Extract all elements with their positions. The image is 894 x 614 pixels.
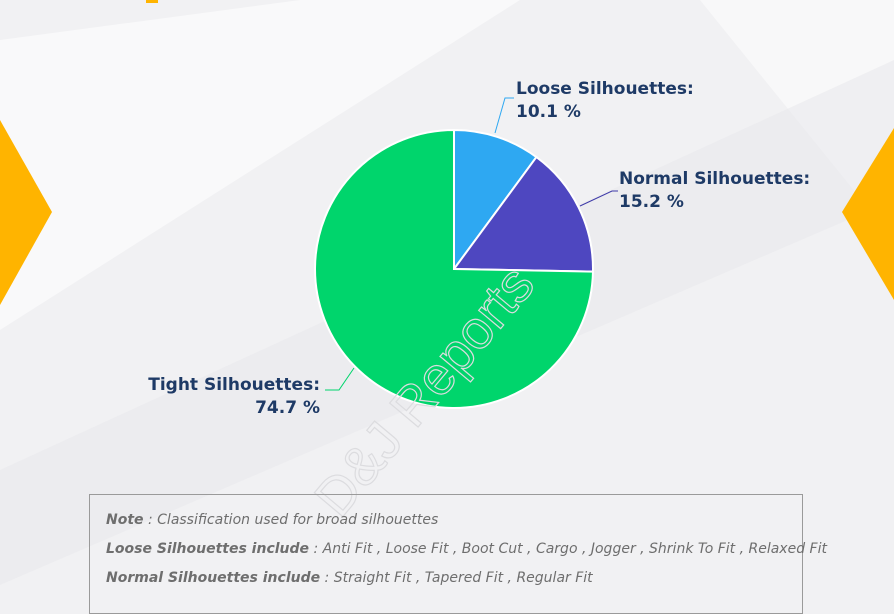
note-box: Note : Classification used for broad sil… — [89, 494, 827, 614]
pie-slice-2 — [452, 155, 594, 273]
note-line-normal: Normal Silhouettes include : Straight Fi… — [106, 569, 786, 587]
slice-value-3: 74.7 % — [255, 398, 320, 418]
slice-label-3: Tight Silhouettes: — [148, 375, 320, 395]
accent-arrow-right — [842, 128, 894, 300]
leader-line-3 — [325, 367, 355, 391]
slice-value-2: 15.2 % — [619, 192, 684, 212]
accent-arrow-left — [0, 120, 52, 305]
normal-key: Normal Silhouettes include — [106, 570, 321, 586]
leader-line-1 — [494, 97, 514, 134]
note-line-classification: Note : Classification used for broad sil… — [106, 511, 786, 529]
leader-line-2 — [579, 190, 618, 207]
pie-slice-1 — [453, 128, 538, 273]
slice-value-1: 10.1 % — [516, 102, 581, 122]
pie-chart: Loose Silhouettes: 10.1 % Normal Silhouett… — [148, 79, 810, 528]
pie-slice-3 — [314, 128, 594, 409]
normal-text: : Straight Fit , Tapered Fit , Regular F… — [320, 570, 593, 586]
loose-key: Loose Silhouettes include — [106, 541, 310, 557]
note-text: : Classification used for broad silhouet… — [143, 512, 439, 528]
accent-tab-top — [146, 0, 158, 3]
note-line-loose: Loose Silhouettes include : Anti Fit , L… — [106, 540, 827, 558]
loose-text: : Anti Fit , Loose Fit , Boot Cut , Carg… — [309, 541, 827, 557]
slice-label-1: Loose Silhouettes: — [516, 79, 694, 99]
slice-label-2: Normal Silhouettes: — [619, 169, 810, 189]
note-key: Note — [106, 512, 144, 528]
